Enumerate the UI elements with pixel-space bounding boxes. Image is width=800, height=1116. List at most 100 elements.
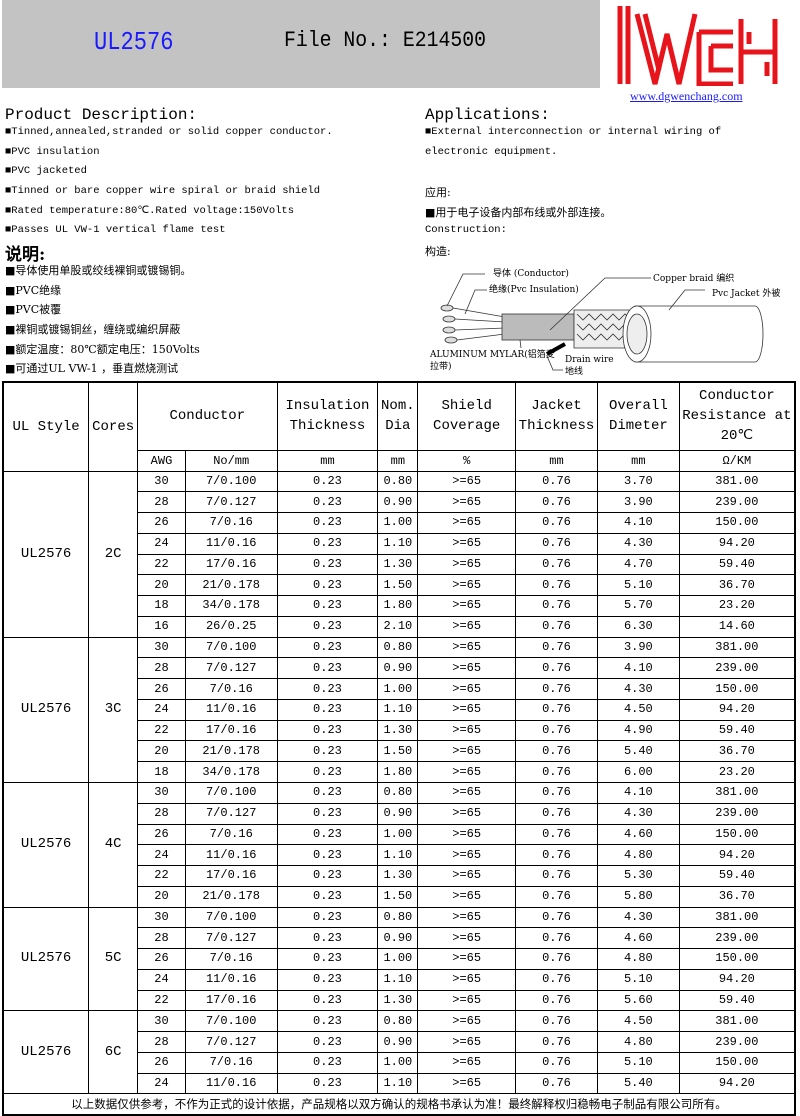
table-row: 18 34/0.178 0.23 1.80 >=65 0.76 6.00 23.20 [3, 761, 796, 783]
table-cell: 4.70 [596, 553, 680, 576]
table-cell: >=65 [417, 1010, 517, 1033]
table-cell: 1.30 [377, 553, 419, 576]
table-row: 26 7/0.16 0.23 1.00 >=65 0.76 4.30 150.00 [3, 678, 796, 700]
table-cell: 22 [137, 989, 186, 1012]
table-cell: 26 [137, 1051, 186, 1074]
table-cell: 0.76 [515, 574, 598, 597]
desc-cn-item: ■PVC被覆 [5, 303, 62, 316]
table-cell: 3.90 [596, 636, 680, 659]
table-cell: 36.70 [678, 885, 796, 908]
table-cell: 5.80 [596, 885, 680, 908]
table-cell: 1.10 [377, 844, 419, 867]
table-cell: 0.76 [515, 595, 598, 617]
table-cell: 0.76 [515, 781, 598, 804]
table-row: 24 11/0.16 0.23 1.10 >=65 0.76 4.50 94.20 [3, 698, 796, 721]
table-cell: 4.10 [596, 512, 680, 534]
table-cell: 0.76 [515, 1051, 598, 1074]
table-cell: 0.23 [276, 595, 379, 617]
table-cell: 0.23 [276, 927, 379, 950]
table-cell: >=65 [417, 1051, 517, 1074]
table-cell: 59.40 [678, 989, 796, 1012]
desc-cn-item: ■额定温度：80℃额定电压：150Volts [5, 343, 200, 356]
table-cell: 36.70 [678, 740, 796, 763]
table-cell: 0.23 [276, 574, 379, 597]
table-cell: 26 [137, 678, 186, 700]
table-cell: 239.00 [678, 802, 796, 825]
label-mylar: ALUMINUM MYLAR(铝箔麦 [429, 348, 555, 360]
desc-cn-item: ■裸铜或镀锡铜丝，缠绕或编织屏蔽 [5, 323, 181, 336]
table-cell: 5.10 [596, 574, 680, 597]
table-cell: 17/0.16 [184, 553, 278, 576]
table-cell: 20 [137, 885, 186, 908]
table-cell: 7/0.16 [184, 512, 278, 534]
table-cell: 4.10 [596, 657, 680, 680]
table-cell: 0.23 [276, 1051, 379, 1074]
table-cell: 0.90 [377, 1031, 419, 1053]
applications-title: Applications: [425, 106, 550, 124]
table-cell: 150.00 [678, 823, 796, 846]
table-cell: 24 [137, 532, 186, 555]
table-cell: 0.76 [515, 906, 598, 929]
table-cell: 4.80 [596, 948, 680, 970]
table-cell: 7/0.127 [184, 657, 278, 680]
table-cell: 4.30 [596, 802, 680, 825]
table-cell: 34/0.178 [184, 761, 278, 783]
table-cell: 0.23 [276, 781, 379, 804]
table-cell: >=65 [417, 1031, 517, 1053]
table-cell: 0.76 [515, 989, 598, 1012]
header-resistance: Conductor Resistance at 20℃ [678, 381, 796, 451]
table-cell: 0.76 [515, 698, 598, 721]
table-cell: 7/0.100 [184, 906, 278, 929]
table-row: 16 26/0.25 0.23 2.10 >=65 0.76 6.30 14.60 [3, 615, 796, 638]
table-cell: 0.23 [276, 948, 379, 970]
table-cell: 1.30 [377, 719, 419, 742]
table-cell: 30 [137, 906, 186, 929]
table-cell: 150.00 [678, 1051, 796, 1074]
table-cell: 0.76 [515, 885, 598, 908]
disclaimer-footer: 以上数据仅供参考，不作为正式的设计依据，产品规格以双方确认的规格书承认为准！最终… [2, 1093, 796, 1116]
table-cell: 7/0.16 [184, 948, 278, 970]
table-cell: 4.90 [596, 719, 680, 742]
table-cell: 0.76 [515, 1010, 598, 1033]
table-cell: 17/0.16 [184, 989, 278, 1012]
table-cell: 16 [137, 615, 186, 638]
table-cell: 4.50 [596, 1010, 680, 1033]
table-cell: 0.23 [276, 491, 379, 514]
table-cell: >=65 [417, 989, 517, 1012]
table-cell: >=65 [417, 865, 517, 887]
table-cell: 1.00 [377, 948, 419, 970]
label-conductor: 导体 (Conductor) [493, 267, 569, 279]
table-cell: >=65 [417, 844, 517, 867]
table-cell: >=65 [417, 574, 517, 597]
table-cell: 1.30 [377, 865, 419, 887]
table-cell: 0.23 [276, 1072, 379, 1095]
table-cell: >=65 [417, 948, 517, 970]
applications-cn-item: ■用于电子设备内部布线或外部连接。 [425, 206, 612, 219]
table-cell: 5.40 [596, 740, 680, 763]
table-cell: 11/0.16 [184, 698, 278, 721]
table-cell: 4.50 [596, 698, 680, 721]
table-cell: 0.23 [276, 844, 379, 867]
website-link[interactable]: www.dgwenchang.com [630, 89, 743, 103]
construction-cn-title: 构造: [425, 245, 451, 258]
table-cell: 3.90 [596, 491, 680, 514]
table-cell: >=65 [417, 678, 517, 700]
header-conductor: Conductor [137, 381, 278, 451]
table-cell: 23.20 [678, 761, 796, 783]
applications-line: electronic equipment. [425, 146, 558, 158]
table-cell: 381.00 [678, 1010, 796, 1033]
table-cell: 4.30 [596, 906, 680, 929]
header-insulation: Insulation Thickness [276, 381, 379, 451]
desc-item: ■Rated temperature:80℃.Rated voltage:150… [5, 205, 295, 217]
table-cell: 11/0.16 [184, 1072, 278, 1095]
desc-item: ■PVC insulation [5, 146, 100, 158]
table-row: 26 7/0.16 0.23 1.00 >=65 0.76 4.10 150.00 [3, 512, 796, 534]
table-row: 20 21/0.178 0.23 1.50 >=65 0.76 5.10 36.70 [3, 574, 796, 597]
table-cell: 5.30 [596, 865, 680, 887]
table-cell: 0.76 [515, 678, 598, 700]
table-row: 20 21/0.178 0.23 1.50 >=65 0.76 5.40 36.70 [3, 740, 796, 763]
table-cell: 7/0.100 [184, 636, 278, 659]
table-cell: 4.30 [596, 678, 680, 700]
table-cell: 26 [137, 823, 186, 846]
table-cell: 0.23 [276, 823, 379, 846]
